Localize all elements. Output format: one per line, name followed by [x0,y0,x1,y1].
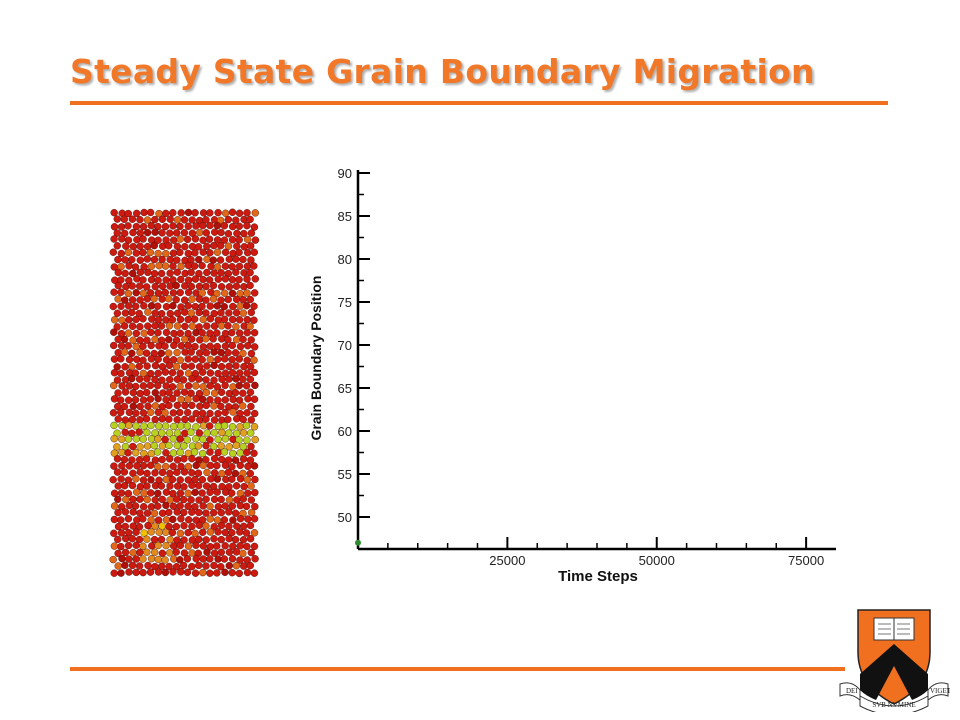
motto-right: VIGET [930,687,950,695]
y-axis-label: Grain Boundary Position [308,276,324,441]
motto-center: SVB NVMINE [872,701,915,709]
y-tick-label: 85 [338,209,352,224]
y-tick-label: 70 [338,338,352,353]
atom-lattice [109,208,260,578]
y-tick-label: 90 [338,166,352,181]
chevron-icon [860,644,928,700]
data-point [355,539,361,546]
princeton-shield-logo: DEI SVB NVMINE VIGET [839,609,950,712]
x-tick-label: 25000 [489,553,525,568]
y-tick-label: 50 [338,510,352,525]
title-underline [70,101,888,105]
y-tick-label: 55 [338,467,352,482]
x-tick-label: 75000 [788,553,824,568]
x-axis-label: Time Steps [558,568,638,585]
x-tick-label: 50000 [639,553,675,568]
y-tick-label: 65 [338,381,352,396]
y-tick-label: 80 [338,252,352,267]
motto-left: DEI [846,687,858,695]
y-tick-label: 75 [338,295,352,310]
bottom-rule [70,667,845,671]
y-tick-label: 60 [338,424,352,439]
slide-title: Steady State Grain Boundary Migration [70,52,815,91]
